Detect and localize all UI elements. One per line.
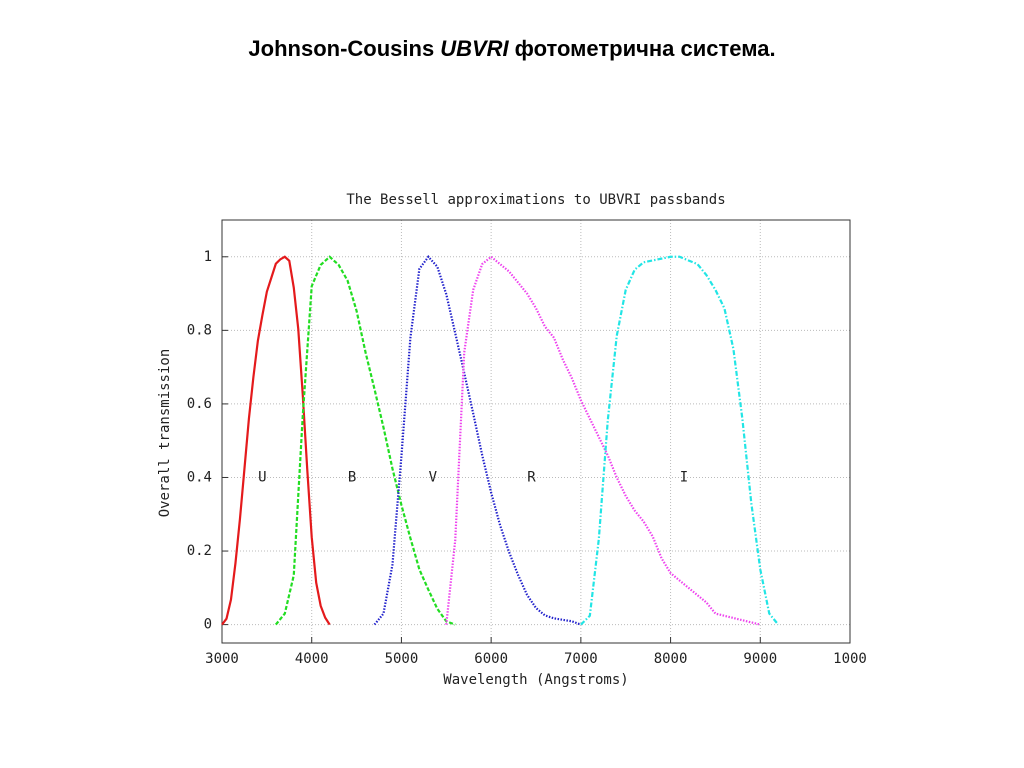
- band-label: U: [258, 469, 266, 485]
- y-tick-label: 0.2: [187, 543, 212, 559]
- band-label: V: [429, 469, 438, 485]
- x-tick-label: 1000: [833, 651, 867, 667]
- title-italic: UBVRI: [440, 36, 509, 61]
- y-tick-label: 1: [204, 249, 212, 265]
- title-part: фотометрична система.: [514, 36, 776, 61]
- y-tick-label: 0.8: [187, 322, 212, 338]
- series-line: [580, 255, 780, 626]
- x-tick-label: 9000: [743, 651, 777, 667]
- y-axis-label: Overall transmission: [157, 349, 173, 518]
- slide-title: Johnson-Cousins UBVRI фотометрична система…: [0, 36, 1024, 62]
- chart-title: The Bessell approximations to UBVRI pass…: [346, 192, 725, 208]
- band-label: R: [527, 469, 536, 485]
- plot-frame: [221, 219, 851, 644]
- x-axis-label: Wavelength (Angstroms): [443, 672, 628, 688]
- y-tick-label: 0: [204, 617, 212, 633]
- band-label: B: [348, 469, 356, 485]
- x-tick-label: 3000: [205, 651, 239, 667]
- band-label: I: [680, 469, 688, 485]
- series-line: [445, 255, 761, 626]
- x-tick-label: 6000: [474, 651, 508, 667]
- x-tick-label: 4000: [295, 651, 329, 667]
- y-tick-label: 0.4: [187, 469, 212, 485]
- series-line: [274, 255, 456, 626]
- x-tick-label: 7000: [564, 651, 598, 667]
- y-tick-label: 0.6: [187, 396, 212, 412]
- title-part: Johnson-Cousins: [248, 36, 435, 61]
- x-tick-label: 8000: [654, 651, 688, 667]
- x-tick-label: 5000: [385, 651, 419, 667]
- series-line: [373, 255, 582, 626]
- series-line: [221, 255, 331, 626]
